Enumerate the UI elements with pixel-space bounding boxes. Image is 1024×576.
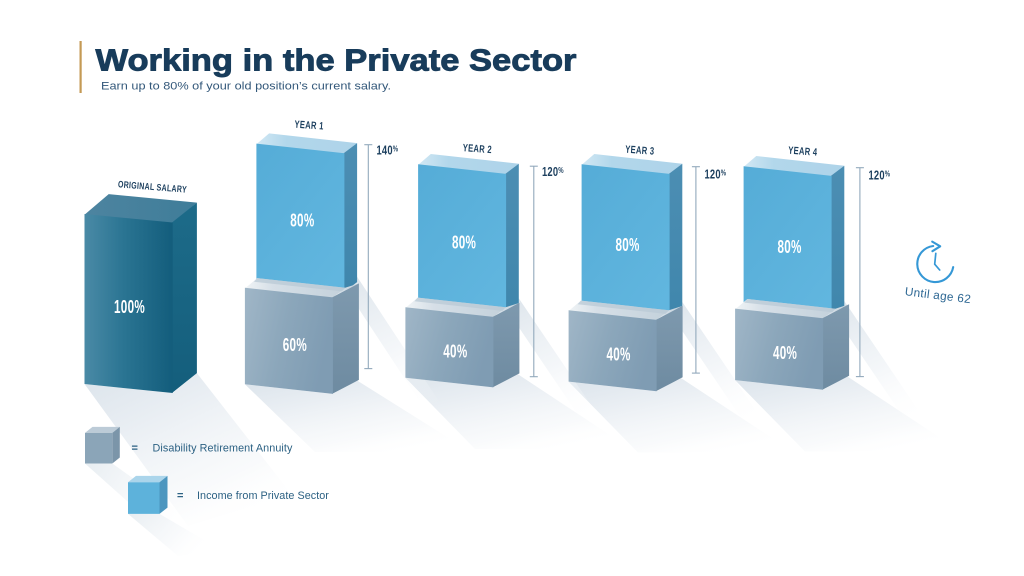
svg-text:=: = [177,490,183,502]
svg-text:80%: 80% [777,238,801,258]
svg-text:Income from Private Sector: Income from Private Sector [197,490,329,502]
svg-text:YEAR 2: YEAR 2 [462,142,492,155]
svg-text:40%: 40% [443,342,467,362]
svg-text:80%: 80% [290,211,314,231]
svg-text:YEAR 1: YEAR 1 [294,118,324,131]
svg-text:80%: 80% [615,235,639,255]
svg-text:60%: 60% [283,335,307,355]
svg-text:=: = [132,443,138,455]
svg-text:Working in the Private Sector: Working in the Private Sector [96,43,577,78]
svg-text:40%: 40% [773,344,797,364]
svg-text:100%: 100% [114,297,145,317]
svg-text:Disability Retirement Annuity: Disability Retirement Annuity [153,443,294,455]
svg-text:YEAR 4: YEAR 4 [788,145,818,159]
svg-text:40%: 40% [606,345,630,365]
svg-text:YEAR 3: YEAR 3 [625,144,655,157]
svg-text:ORIGINAL SALARY: ORIGINAL SALARY [118,178,188,195]
svg-text:80%: 80% [452,233,476,253]
svg-text:Earn up to 80% of your old pos: Earn up to 80% of your old position’s cu… [101,81,391,93]
